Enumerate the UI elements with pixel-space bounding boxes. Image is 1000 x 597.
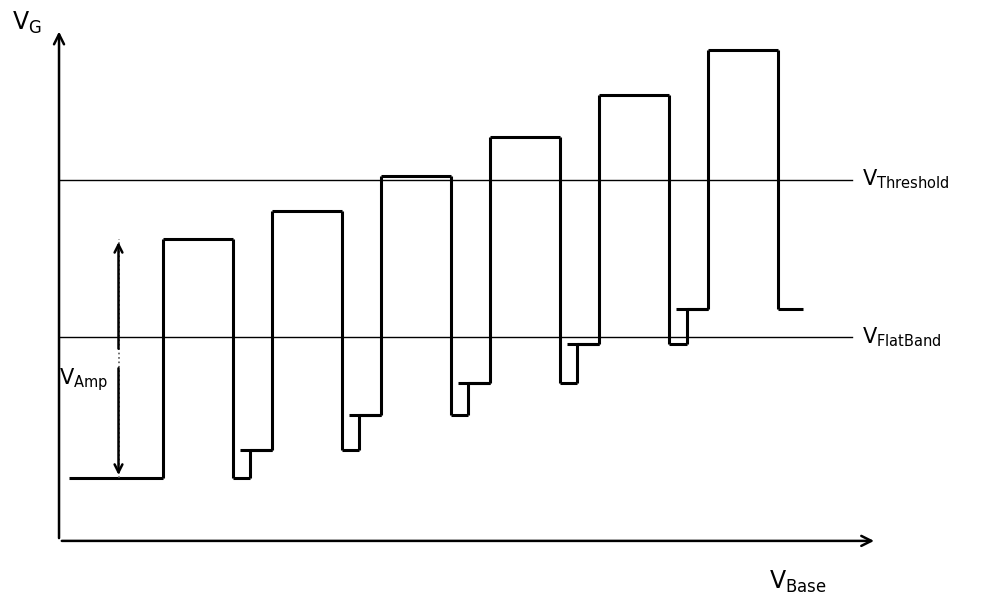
Text: $\mathrm{V}_{\mathrm{FlatBand}}$: $\mathrm{V}_{\mathrm{FlatBand}}$ <box>862 325 942 349</box>
Text: $\mathrm{V}_{\mathrm{Amp}}$: $\mathrm{V}_{\mathrm{Amp}}$ <box>59 366 109 393</box>
Text: $\mathrm{V}_{\mathrm{G}}$: $\mathrm{V}_{\mathrm{G}}$ <box>12 10 42 36</box>
Text: $\mathrm{V}_{\mathrm{Base}}$: $\mathrm{V}_{\mathrm{Base}}$ <box>769 569 826 595</box>
Text: $\mathrm{V}_{\mathrm{Threshold}}$: $\mathrm{V}_{\mathrm{Threshold}}$ <box>862 168 949 192</box>
